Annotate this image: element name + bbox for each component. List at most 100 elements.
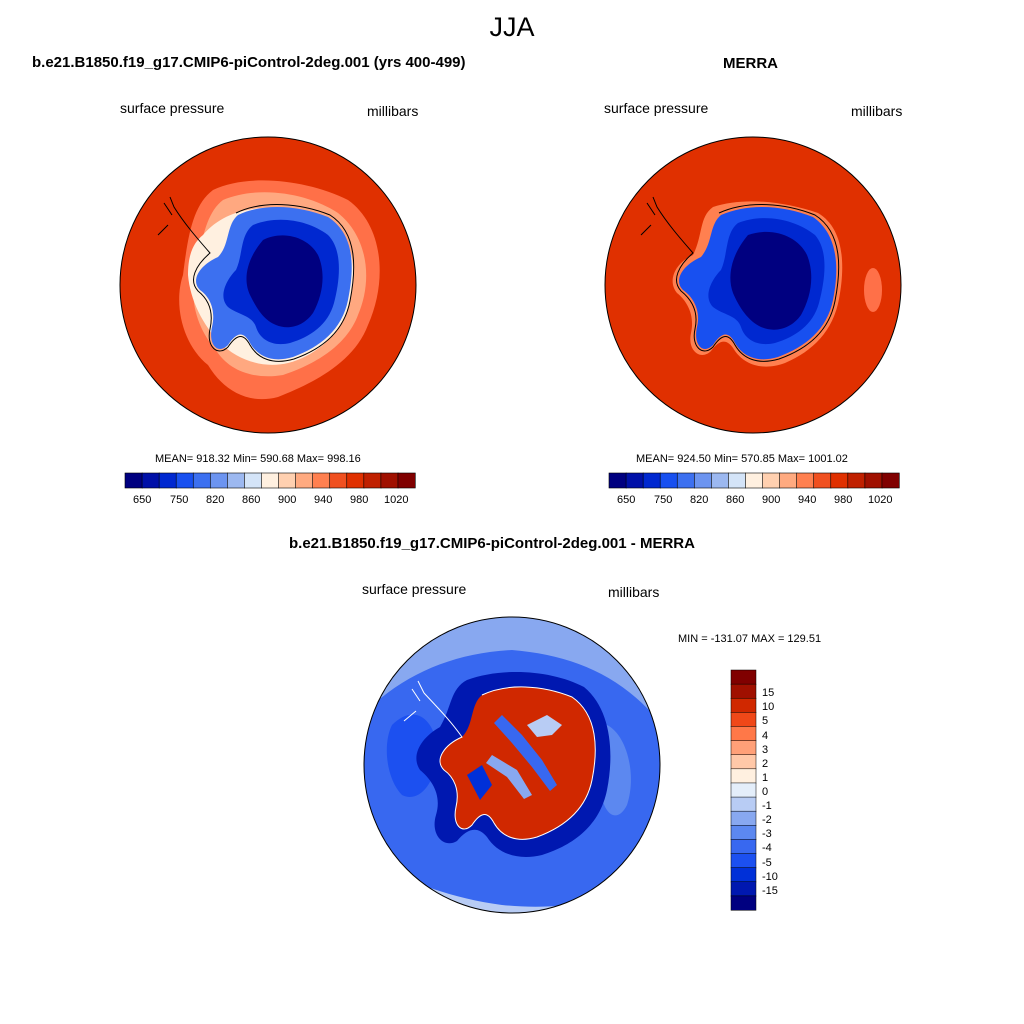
obs-colorbar-swatch-13 (830, 472, 849, 489)
model-colorbar-swatch-5 (209, 472, 228, 489)
diff-colorbar-swatch-2 (730, 697, 757, 713)
obs-variable-label: surface pressure (604, 100, 709, 116)
diff-stats: MIN = -131.07 MAX = 129.51 (678, 633, 822, 645)
diff-colorbar-swatch-6 (730, 754, 757, 770)
diff-cbar-tick-0: 15 (762, 687, 775, 700)
diff-polar-map (363, 616, 661, 914)
diff-colorbar-swatch-13 (730, 853, 757, 869)
model-colorbar-swatch-2 (158, 472, 177, 489)
model-panel-title: b.e21.B1850.f19_g17.CMIP6-piControl-2deg… (32, 54, 466, 71)
obs-colorbar-swatch-14 (847, 472, 866, 489)
model-variable-label: surface pressure (120, 100, 225, 116)
diff-cbar-tick-11: -4 (762, 842, 772, 855)
obs-units-label: millibars (851, 103, 903, 119)
obs-cbar-tick-7: 1020 (868, 494, 893, 506)
model-polar-map (119, 136, 417, 434)
diff-colorbar (730, 669, 757, 911)
model-colorbar-swatch-3 (175, 472, 194, 489)
diff-cbar-tick-10: -3 (762, 828, 772, 841)
diff-variable-label: surface pressure (362, 581, 467, 597)
obs-cbar-tick-6: 980 (834, 494, 853, 506)
obs-colorbar-swatch-4 (676, 472, 695, 489)
diff-cbar-tick-1: 10 (762, 701, 775, 714)
obs-colorbar-swatch-0 (608, 472, 627, 489)
model-colorbar-swatch-6 (227, 472, 246, 489)
model-colorbar-swatch-0 (124, 472, 143, 489)
obs-cbar-tick-4: 900 (762, 494, 781, 506)
diff-colorbar-swatch-4 (730, 726, 757, 742)
diff-cbar-tick-13: -10 (762, 870, 778, 883)
obs-colorbar-swatch-9 (762, 472, 781, 489)
model-coastline (157, 196, 355, 362)
obs-colorbar-swatch-3 (659, 472, 678, 489)
obs-colorbar-swatch-1 (625, 472, 644, 489)
model-colorbar-swatch-15 (380, 472, 399, 489)
obs-colorbar-swatch-11 (796, 472, 815, 489)
diff-cbar-tick-8: -1 (762, 800, 772, 813)
obs-colorbar-swatch-10 (779, 472, 798, 489)
model-antarctica-inner (246, 235, 323, 328)
obs-colorbar (608, 472, 900, 489)
obs-colorbar-swatch-16 (881, 472, 900, 489)
obs-colorbar-swatch-6 (711, 472, 730, 489)
diff-colorbar-swatch-3 (730, 712, 757, 728)
diff-colorbar-swatch-11 (730, 825, 757, 840)
obs-cbar-tick-5: 940 (798, 494, 817, 506)
model-cbar-tick-2: 820 (206, 494, 225, 506)
figure-title: JJA (489, 12, 535, 42)
obs-coastline (640, 196, 840, 362)
model-cbar-tick-7: 1020 (384, 494, 409, 506)
diff-cbar-tick-12: -5 (762, 856, 772, 869)
obs-panel-title: MERRA (723, 55, 778, 72)
obs-cbar-tick-2: 820 (690, 494, 709, 506)
model-cbar-tick-0: 650 (133, 494, 152, 506)
model-colorbar-swatch-16 (397, 472, 416, 489)
diff-ice-cool-streak-2 (486, 755, 532, 799)
obs-colorbar-swatch-8 (745, 472, 764, 489)
diff-cbar-tick-6: 1 (762, 771, 769, 784)
model-cbar-tick-4: 900 (278, 494, 297, 506)
obs-cbar-tick-3: 860 (726, 494, 745, 506)
model-cbar-tick-1: 750 (170, 494, 189, 506)
diff-cbar-tick-2: 5 (762, 715, 769, 728)
diff-cbar-tick-4: 3 (762, 743, 769, 756)
diff-ice-cool-streak-4 (467, 765, 492, 800)
model-colorbar-swatch-7 (244, 472, 263, 489)
model-colorbar-swatch-10 (295, 472, 314, 489)
diff-ice-cool-streak-1 (494, 715, 557, 791)
model-colorbar (124, 472, 416, 489)
diff-units-label: millibars (608, 584, 660, 600)
diff-colorbar-swatch-14 (730, 867, 757, 883)
diff-colorbar-swatch-12 (730, 839, 757, 855)
diff-colorbar-swatch-7 (730, 768, 757, 784)
diff-light-band-north (364, 617, 660, 725)
diff-cbar-tick-14: -15 (762, 884, 778, 897)
diff-coastline (403, 680, 596, 840)
diff-colorbar-swatch-10 (730, 810, 757, 826)
model-cbar-tick-6: 980 (350, 494, 369, 506)
model-colorbar-swatch-9 (278, 472, 297, 489)
diff-panel-title: b.e21.B1850.f19_g17.CMIP6-piControl-2deg… (289, 535, 695, 552)
diff-ice-cool-streak-3 (527, 715, 562, 737)
obs-colorbar-swatch-12 (813, 472, 832, 489)
obs-cbar-tick-0: 650 (617, 494, 636, 506)
diff-colorbar-swatch-5 (730, 740, 757, 756)
obs-stats: MEAN= 924.50 Min= 570.85 Max= 1001.02 (636, 453, 848, 465)
diff-colorbar-swatch-16 (730, 895, 757, 911)
model-colorbar-swatch-4 (192, 472, 211, 489)
obs-colorbar-swatch-5 (693, 472, 712, 489)
model-colorbar-swatch-1 (141, 472, 160, 489)
diff-colorbar-swatch-9 (730, 796, 757, 812)
diff-colorbar-swatch-8 (730, 782, 757, 798)
diff-cbar-tick-9: -2 (762, 814, 772, 827)
model-colorbar-swatch-13 (346, 472, 365, 489)
model-stats: MEAN= 918.32 Min= 590.68 Max= 998.16 (155, 453, 361, 465)
model-cbar-tick-5: 940 (314, 494, 333, 506)
model-colorbar-swatch-14 (363, 472, 382, 489)
obs-colorbar-swatch-2 (642, 472, 661, 489)
model-colorbar-swatch-8 (261, 472, 280, 489)
obs-polar-map (604, 136, 902, 434)
obs-cbar-tick-1: 750 (654, 494, 673, 506)
diff-colorbar-swatch-1 (730, 683, 757, 699)
obs-high-blob (864, 268, 882, 312)
